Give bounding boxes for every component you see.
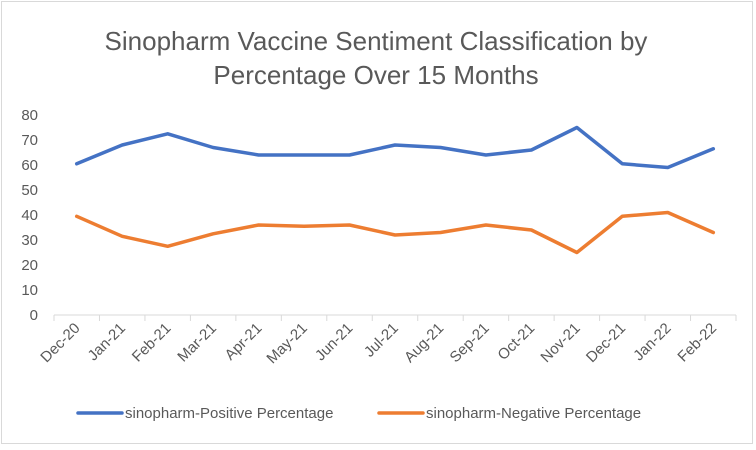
y-tick-label: 70 [21, 132, 38, 149]
y-tick-label: 60 [21, 157, 38, 174]
line-chart: Sinopharm Vaccine Sentiment Classificati… [21, 26, 737, 422]
legend-label-positive: sinopharm-Positive Percentage [125, 405, 333, 422]
y-tick-label: 80 [21, 107, 38, 124]
chart-title-line-1: Sinopharm Vaccine Sentiment Classificati… [105, 26, 648, 56]
x-tick-label: Nov-21 [537, 320, 583, 366]
series-line-negative [74, 210, 716, 255]
x-tick-label: Aug-21 [401, 320, 447, 366]
x-tick-label: Sep-21 [447, 320, 493, 366]
chart-frame: Sinopharm Vaccine Sentiment Classificati… [1, 1, 753, 444]
x-tick-label: Oct-21 [494, 320, 538, 364]
x-tick-label: Feb-22 [674, 320, 720, 366]
x-tick-label: Jun-21 [312, 320, 356, 364]
y-tick-label: 40 [21, 207, 38, 224]
x-tick-label: Jul-21 [361, 320, 402, 361]
x-tick-label: Mar-21 [174, 320, 220, 366]
legend: sinopharm-Positive Percentage sinopharm-N… [76, 405, 641, 422]
x-tick-label: Jan-22 [630, 320, 674, 364]
series-layer [74, 125, 716, 255]
x-tick-label: Apr-21 [222, 320, 266, 364]
x-tick-label: Dec-21 [583, 320, 629, 366]
legend-label-negative: sinopharm-Negative Percentage [426, 405, 641, 422]
chart-title-line-2: Percentage Over 15 Months [213, 60, 538, 90]
y-tick-label: 0 [30, 307, 38, 324]
y-tick-label: 50 [21, 182, 38, 199]
x-tick-label: May-21 [263, 320, 310, 367]
x-tick-label: Dec-20 [37, 320, 83, 366]
y-tick-label: 10 [21, 282, 38, 299]
x-tick-label: Feb-21 [129, 320, 175, 366]
series-line-positive [74, 125, 716, 170]
y-tick-label: 20 [21, 257, 38, 274]
x-tick-label: Jan-21 [85, 320, 129, 364]
y-tick-label: 30 [21, 232, 38, 249]
